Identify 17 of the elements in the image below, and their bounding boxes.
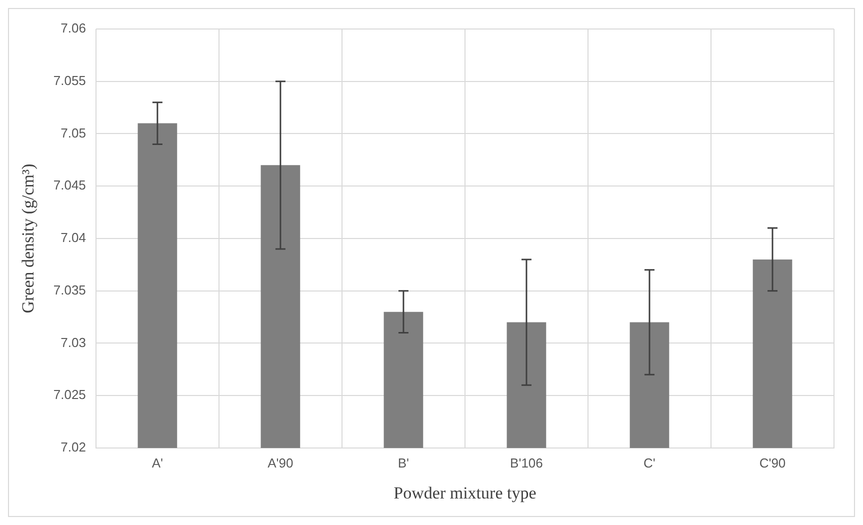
y-tick-label: 7.025 <box>53 387 86 402</box>
y-tick-label: 7.035 <box>53 282 86 298</box>
x-axis-title: Powder mixture type <box>394 483 536 502</box>
y-tick-label: 7.03 <box>60 334 86 350</box>
y-tick-label: 7.055 <box>53 72 86 88</box>
y-tick-label: 7.045 <box>53 178 86 193</box>
y-axis-title: Green density (g/cm³) <box>18 164 38 314</box>
x-tick-label: B'106 <box>510 455 543 470</box>
y-tick-label: 7.02 <box>60 440 86 455</box>
y-tick-label: 7.06 <box>60 20 86 36</box>
x-tick-label: C' <box>644 455 656 470</box>
y-tick-label: 7.05 <box>60 125 86 140</box>
y-tick-label: 7.04 <box>60 230 86 246</box>
x-tick-label: A'90 <box>268 455 294 470</box>
x-tick-label: A' <box>152 455 164 470</box>
x-tick-label: B' <box>398 455 410 470</box>
x-tick-label: C'90 <box>759 455 786 470</box>
